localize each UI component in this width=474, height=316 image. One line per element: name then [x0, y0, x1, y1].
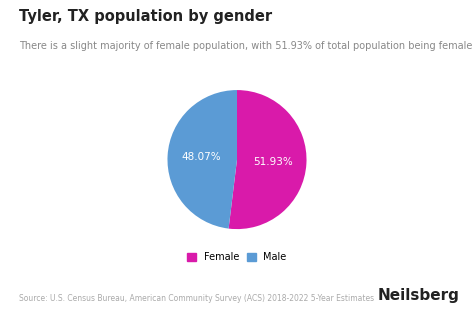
Text: Neilsberg: Neilsberg: [378, 289, 460, 303]
Wedge shape: [167, 90, 237, 228]
Text: Source: U.S. Census Bureau, American Community Survey (ACS) 2018-2022 5-Year Est: Source: U.S. Census Bureau, American Com…: [19, 295, 374, 303]
Text: Tyler, TX population by gender: Tyler, TX population by gender: [19, 9, 272, 24]
Text: 51.93%: 51.93%: [253, 157, 293, 167]
Text: 48.07%: 48.07%: [181, 152, 221, 162]
Text: There is a slight majority of female population, with 51.93% of total population: There is a slight majority of female pop…: [19, 41, 472, 51]
Wedge shape: [228, 90, 307, 229]
Legend: Female, Male: Female, Male: [187, 252, 287, 263]
